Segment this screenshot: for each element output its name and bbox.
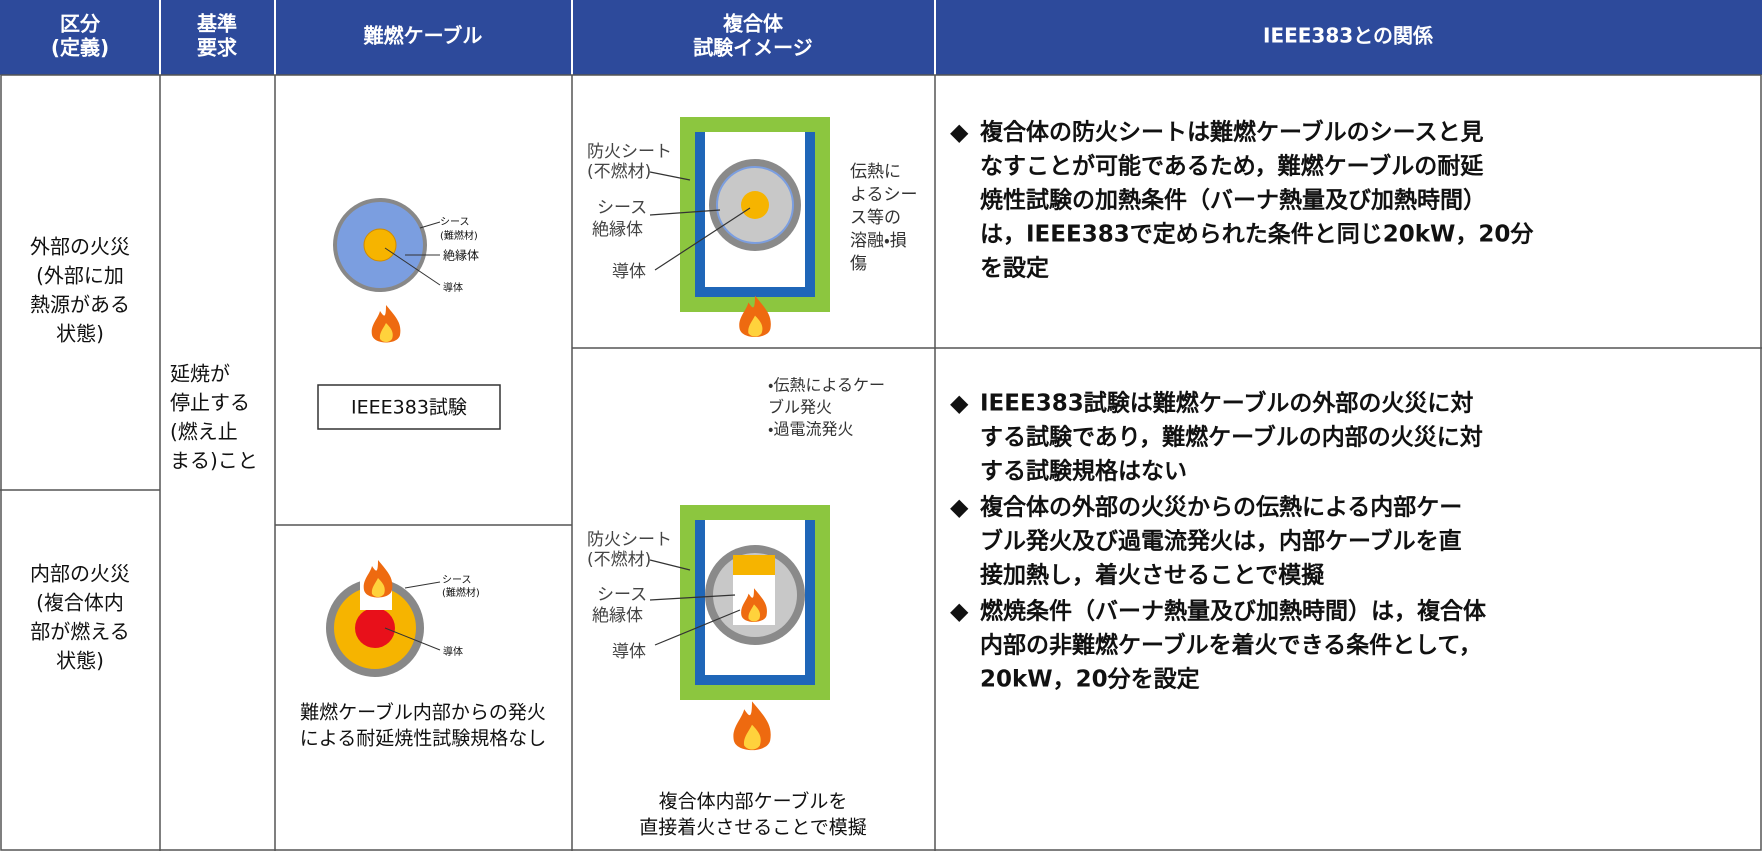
label: (不燃材) — [587, 162, 651, 182]
cable-external-drawing — [317, 198, 501, 430]
flame-icon — [741, 588, 767, 622]
label: (不燃材) — [587, 550, 651, 570]
header-text: 区分 — [60, 12, 101, 36]
relation-text: 内部の非難燃ケーブルを着火できる条件として， — [980, 632, 1482, 659]
relation-text: 複合体の防火シートは難燃ケーブルのシースと見 — [980, 119, 1483, 146]
caption: 難燃ケーブル内部からの発火 — [300, 701, 546, 724]
header-text: 試験イメージ — [693, 36, 813, 60]
note: 傷 — [850, 254, 867, 274]
relation-text: を設定 — [980, 256, 1049, 282]
bullet-mark: ◆ — [950, 493, 969, 521]
classification-text: 部が燃える — [30, 620, 129, 644]
label: シース — [597, 198, 647, 218]
note: 溶融・損 — [850, 231, 907, 251]
relation-text: する試験規格はない — [980, 458, 1187, 485]
header-text: (定義) — [51, 36, 109, 60]
label: 防火シート — [587, 530, 672, 550]
label: 導体 — [612, 262, 646, 282]
relation-text: 焼性試験の加熱条件（バーナ熱量及び加熱時間） — [980, 187, 1486, 214]
label: 導体 — [612, 642, 646, 662]
label: (難燃材) — [440, 229, 478, 242]
relation-text: 燃焼条件（バーナ熱量及び加熱時間）は，複合体 — [980, 598, 1487, 625]
label: 絶縁体 — [592, 220, 643, 240]
note: よるシー — [850, 185, 918, 205]
relation-text: IEEE383試験は難燃ケーブルの外部の火災に対 — [980, 390, 1473, 417]
label: シース — [440, 217, 470, 228]
bullet-mark: ◆ — [950, 118, 969, 146]
relation-text: 複合体の外部の火災からの伝熱による内部ケー — [980, 494, 1462, 521]
composite-external-drawing — [649, 117, 830, 312]
label: シース — [597, 585, 647, 605]
label: 絶縁体 — [443, 248, 479, 263]
test-box-label: IEEE383試験 — [351, 397, 467, 419]
classification-text: (複合体内 — [36, 591, 124, 615]
note: ス等の — [850, 208, 901, 228]
flame-inner — [748, 315, 763, 337]
flame-icon — [733, 701, 771, 751]
label: 防火シート — [587, 142, 672, 162]
classification-text: 外部の火災 — [30, 235, 130, 259]
flame-icon — [363, 560, 393, 598]
header-bar — [0, 0, 1762, 75]
relation-text: する試験であり，難燃ケーブルの内部の火災に対 — [980, 424, 1483, 451]
classification-text: 状態) — [56, 322, 104, 346]
flame-icon — [371, 305, 401, 343]
classification-text: (外部に加 — [36, 264, 124, 288]
label: 絶縁体 — [592, 606, 643, 626]
note: ・過電流発火 — [768, 420, 853, 439]
flame-inner — [743, 724, 761, 750]
label: シース — [442, 575, 472, 586]
note: 伝熱に — [850, 162, 901, 182]
header-text: 複合体 — [723, 12, 784, 36]
label: 導体 — [443, 645, 463, 658]
header-dividers — [159, 0, 936, 75]
requirement-text: まる)こと — [170, 449, 258, 473]
note: ブル発火 — [768, 398, 832, 417]
classification-text: 状態) — [56, 649, 104, 673]
relation-text: 接加熱し，着火させることで模擬 — [980, 562, 1325, 589]
label: 導体 — [443, 281, 463, 294]
composite-internal-drawing — [649, 505, 830, 700]
relation-text: 20kW，20分を設定 — [980, 667, 1200, 693]
caption: による耐延焼性試験規格なし — [300, 728, 546, 750]
flame-icon — [739, 295, 771, 338]
classification-text: 熱源がある — [30, 293, 130, 317]
bullet-mark: ◆ — [950, 597, 969, 625]
relation-text: なすことが可能であるため，難燃ケーブルの耐延 — [980, 153, 1484, 180]
flame-inner — [748, 604, 761, 622]
flame-inner — [371, 578, 385, 597]
relation-text: ブル発火及び過電流発火は，内部ケーブルを直 — [980, 528, 1462, 555]
classification-text: 内部の火災 — [30, 562, 130, 586]
caption: 複合体内部ケーブルを — [659, 790, 848, 813]
note: ・伝熱によるケー — [768, 376, 885, 395]
bullet-mark: ◆ — [950, 389, 969, 417]
requirement-text: 停止する — [170, 391, 250, 415]
flame-inner — [379, 323, 393, 342]
requirement-text: 延焼が — [170, 362, 230, 386]
requirement-text: (燃え止 — [170, 420, 238, 444]
caption: 直接着火させることで模擬 — [639, 817, 866, 839]
header-text: 難燃ケーブル — [363, 24, 483, 48]
label: (難燃材) — [442, 586, 480, 599]
table-grid — [0, 74, 1762, 851]
header-text: 要求 — [197, 36, 238, 60]
relation-text: は，IEEE383で定められた条件と同じ20kW，20分 — [980, 221, 1534, 248]
header-text: IEEE383との関係 — [1263, 24, 1434, 48]
header-text: 基準 — [197, 12, 237, 36]
